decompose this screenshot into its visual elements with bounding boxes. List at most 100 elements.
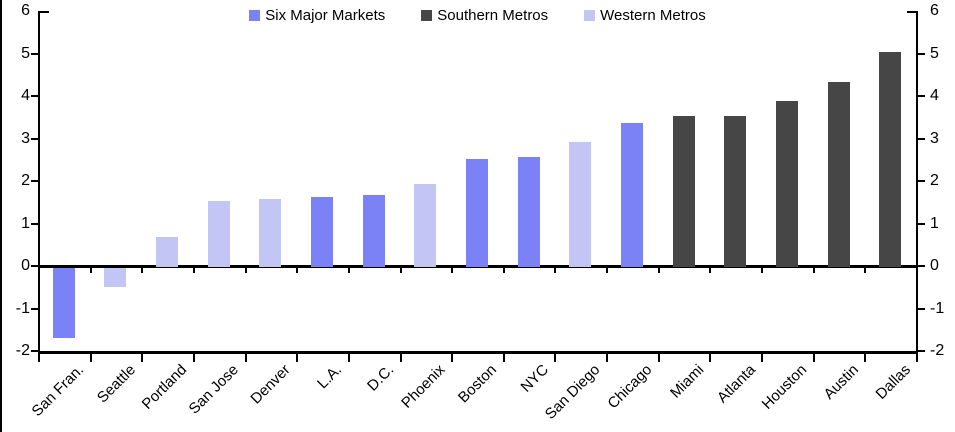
y-tick-label-left: 3 xyxy=(21,129,30,147)
category-tick-bottom xyxy=(192,354,195,362)
x-axis-label-denver: Denver xyxy=(247,361,294,408)
x-axis-label-san-jose: San Jose xyxy=(185,361,243,418)
y-tick-label-right: 4 xyxy=(930,87,939,104)
y-tick-right xyxy=(918,307,925,310)
bar-atlanta xyxy=(724,116,747,267)
category-tick-bottom xyxy=(141,354,144,362)
x-axis-label-phoenix: Phoenix xyxy=(398,361,449,412)
category-tick-zero xyxy=(296,268,299,273)
bar-san-fran xyxy=(52,268,75,339)
y-tick-label-right: 6 xyxy=(930,2,939,19)
x-axis-label-miami: Miami xyxy=(666,361,707,402)
category-tick-bottom xyxy=(451,354,454,362)
bar-portland xyxy=(156,237,179,267)
crop-border-left xyxy=(0,0,2,432)
category-tick-zero xyxy=(812,268,815,273)
category-tick-zero xyxy=(89,268,92,273)
bar-seattle xyxy=(104,268,127,288)
category-tick-zero xyxy=(244,268,247,273)
y-tick-label-left: 1 xyxy=(21,214,30,232)
y-tick-left xyxy=(31,350,38,352)
category-tick-bottom xyxy=(347,354,350,362)
category-tick-zero xyxy=(709,268,712,273)
bar-boston xyxy=(466,158,488,267)
x-axis-label-chicago: Chicago xyxy=(604,361,656,413)
x-axis-label-boston: Boston xyxy=(455,361,501,407)
y-tick-label-right: 1 xyxy=(930,214,939,232)
bar-denver xyxy=(259,199,282,267)
legend-item-western-metros: Western Metros xyxy=(584,7,706,24)
category-tick-zero xyxy=(502,268,505,273)
category-tick-zero xyxy=(451,268,454,273)
category-tick-zero xyxy=(192,268,195,273)
y-tick-label-right: 2 xyxy=(930,172,939,189)
y-tick-label-left: -1 xyxy=(15,299,30,317)
category-tick-bottom xyxy=(502,354,505,362)
category-tick-zero xyxy=(606,268,609,273)
category-tick-zero xyxy=(916,268,918,273)
y-tick-right xyxy=(918,52,925,55)
y-tick-label-left: 5 xyxy=(21,44,30,62)
legend-swatch-western-metros xyxy=(584,10,596,21)
x-axis-label-atlanta: Atlanta xyxy=(713,361,759,407)
y-axis-left-cap xyxy=(38,11,49,13)
x-axis-label-d-c: D.C. xyxy=(363,361,398,395)
category-tick-zero xyxy=(347,268,350,273)
bar-phoenix xyxy=(414,184,437,267)
category-tick-bottom xyxy=(709,354,712,362)
y-tick-right xyxy=(918,222,925,225)
legend-label-western-metros: Western Metros xyxy=(600,7,706,24)
x-axis-label-houston: Houston xyxy=(758,361,811,413)
y-tick-right xyxy=(918,180,925,182)
category-tick-bottom xyxy=(864,354,867,362)
category-tick-bottom xyxy=(606,354,609,362)
category-tick-bottom xyxy=(244,354,247,362)
y-tick-label-right: 3 xyxy=(930,129,939,147)
y-tick-right xyxy=(918,137,925,140)
y-axis-right xyxy=(916,11,918,354)
y-tick-left xyxy=(31,52,38,55)
chart-legend: Six Major Markets Southern Metros Wester… xyxy=(0,7,955,24)
y-tick-left xyxy=(31,307,38,310)
category-tick-bottom xyxy=(399,354,402,362)
category-tick-zero xyxy=(554,268,557,273)
y-tick-label-right: -1 xyxy=(930,299,945,317)
bar-austin xyxy=(827,82,850,267)
bar-miami xyxy=(672,116,695,267)
legend-swatch-southern-metros xyxy=(421,10,433,21)
x-axis-label-dallas: Dallas xyxy=(872,361,914,403)
x-axis-label-seattle: Seattle xyxy=(93,361,139,407)
bar-nyc xyxy=(517,156,540,267)
y-tick-left xyxy=(31,265,38,267)
y-tick-left xyxy=(31,180,38,182)
category-tick-zero xyxy=(141,268,144,273)
legend-item-six-major-markets: Six Major Markets xyxy=(249,7,385,24)
legend-label-six-major-markets: Six Major Markets xyxy=(265,7,386,24)
bar-san-jose xyxy=(207,201,230,267)
y-axis-left xyxy=(38,11,40,354)
category-tick-bottom xyxy=(657,354,660,362)
y-tick-label-right: -2 xyxy=(930,342,945,359)
y-tick-left xyxy=(31,137,38,140)
x-axis-label-san-fran: San Fran. xyxy=(28,361,88,420)
legend-label-southern-metros: Southern Metros xyxy=(437,7,549,24)
y-tick-left xyxy=(31,222,38,225)
category-tick-zero xyxy=(38,268,40,273)
y-tick-label-left: 4 xyxy=(21,87,30,104)
x-axis-label-san-diego: San Diego xyxy=(542,361,604,423)
category-tick-bottom xyxy=(38,354,40,362)
category-tick-bottom xyxy=(296,354,299,362)
x-axis-label-l-a: L.A. xyxy=(314,361,346,393)
y-tick-label-left: -2 xyxy=(15,342,30,359)
category-tick-bottom xyxy=(916,354,918,362)
bar-d-c xyxy=(362,194,385,267)
bar-l-a xyxy=(311,196,334,267)
y-tick-label-right: 0 xyxy=(930,257,939,274)
category-tick-bottom xyxy=(554,354,557,362)
x-axis-line xyxy=(38,351,918,354)
category-tick-bottom xyxy=(812,354,815,362)
legend-item-southern-metros: Southern Metros xyxy=(421,7,548,24)
x-axis-label-austin: Austin xyxy=(820,361,862,403)
category-tick-zero xyxy=(399,268,402,273)
category-tick-bottom xyxy=(89,354,92,362)
